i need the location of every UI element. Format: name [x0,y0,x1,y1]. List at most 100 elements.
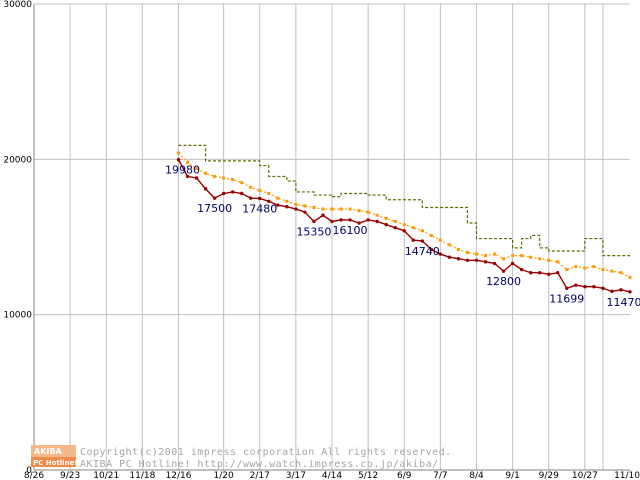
series-0-point-40 [537,271,542,275]
series-1-point-5 [222,176,226,180]
series-1-point-29 [438,238,442,242]
series-1-point-15 [312,205,316,209]
x-tick-label-12: 8/4 [469,471,484,480]
series-1-point-24 [393,219,397,223]
series-1-point-14 [303,204,307,208]
series-0-point-31 [456,257,461,261]
series-0-point-2 [194,176,199,180]
y-tick-label-1: 10000 [3,311,32,321]
series-1-point-0 [176,151,180,155]
series-1-point-35 [493,252,497,256]
series-1-point-8 [249,185,253,189]
series-0-point-8 [249,196,253,200]
x-tick-label-7: 3/17 [286,471,306,480]
series-1-point-33 [474,252,478,256]
series-1-point-44 [574,265,578,269]
series-0-point-0 [176,157,181,162]
x-tick-label-0: 8/26 [24,471,44,480]
series-1-point-11 [276,196,280,200]
series-1-point-21 [366,210,370,214]
series-0-point-17 [330,219,334,224]
series-1-point-39 [529,255,533,259]
series-1-point-20 [357,209,361,213]
series-0-point-38 [519,267,524,272]
data-label-3: 15350 [296,225,331,238]
y-tick-label-0: 0 [26,466,32,476]
series-0-point-11 [276,203,280,207]
copyright-watermark: AKIBA PC Hotline! Copyright(c)2001 impre… [31,445,452,470]
series-line-2 [178,144,630,257]
series-1-point-27 [420,229,424,233]
series-0-point-24 [393,225,397,230]
series-1-point-47 [601,268,605,272]
series-0-point-32 [465,258,470,262]
data-label-8: 11470 [607,296,640,309]
data-label-4: 16100 [333,224,368,237]
series-1-point-6 [231,178,235,182]
copyright-line-1: Copyright(c)2001 impress corporation All… [80,447,452,458]
copyright-line-2: AKIBA PC Hotline! http://www.watch.impre… [80,459,439,470]
series-1-point-49 [619,271,623,275]
series-0-point-6 [230,190,235,194]
series-1-point-12 [285,199,289,203]
x-tick-label-15: 10/27 [572,471,598,480]
series-1-point-28 [429,233,433,237]
series-0-point-15 [312,219,316,224]
series-0-point-36 [501,269,506,273]
y-axis-ticks: 0 10000 20000 30000 [3,0,32,476]
series-0-point-5 [221,191,226,196]
series-0-point-26 [411,238,415,242]
series-1-point-13 [294,202,298,206]
series-0-point-29 [438,252,443,256]
series-1-point-36 [502,257,506,261]
series-0-point-30 [447,255,452,259]
series-1-point-22 [375,213,379,217]
x-tick-label-5: 1/20 [214,471,234,480]
series-1-point-1 [186,160,190,164]
akiba-logo-top [31,445,76,457]
series-1-point-41 [547,258,551,262]
series-1-point-34 [484,254,488,258]
series-1-point-42 [556,260,560,264]
series-1-point-26 [411,226,415,230]
series-1-point-9 [258,188,262,192]
series-0-point-45 [583,285,587,289]
series-0-point-9 [258,196,262,201]
series-0-point-42 [556,271,560,275]
series-1-point-4 [213,174,217,178]
y-tick-label-3: 30000 [3,0,32,10]
series-1-point-45 [583,266,587,270]
series-0-point-28 [429,247,434,252]
series-0-point-14 [303,210,307,214]
series-0-point-35 [492,261,497,266]
series-1-point-16 [321,207,325,211]
series-0-point-25 [402,229,406,233]
x-tick-label-2: 10/21 [93,471,119,480]
series-1-point-46 [592,265,596,269]
series-0-point-41 [547,272,551,276]
x-tick-label-8: 4/14 [322,471,342,480]
series-layer [176,144,632,294]
series-0-point-4 [212,196,217,200]
x-tick-label-9: 5/12 [358,471,378,480]
series-0-point-7 [239,191,244,196]
series-0-point-13 [294,207,298,211]
series-0-point-19 [348,218,352,222]
series-0-point-39 [528,271,533,275]
series-0-point-34 [483,260,488,264]
series-1-point-10 [267,192,271,196]
series-0-point-27 [420,239,425,243]
data-label-6: 12800 [486,275,521,288]
series-1-point-3 [204,171,208,175]
series-1-point-31 [456,247,460,251]
series-1-point-40 [538,257,542,261]
series-0-point-12 [285,205,289,209]
data-label-2: 17480 [242,202,277,215]
series-0-point-48 [610,289,614,294]
series-0-point-3 [203,187,208,191]
data-label-7: 11699 [549,292,584,305]
x-tick-label-3: 11/18 [129,471,155,480]
x-tick-label-14: 9/29 [539,471,559,480]
akiba-logo-bottom-text: PC Hotline! [33,459,77,467]
series-0-point-18 [339,218,343,222]
